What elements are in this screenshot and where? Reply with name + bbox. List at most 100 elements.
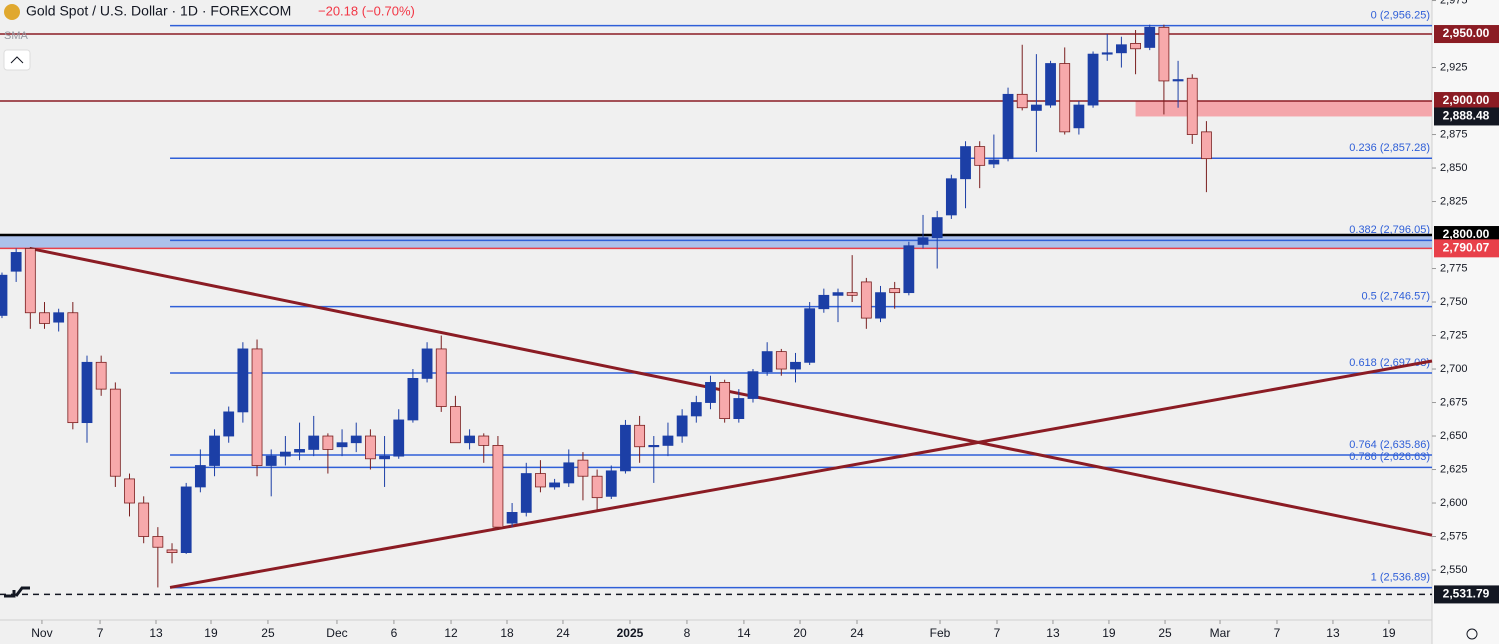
candle-body <box>39 312 50 324</box>
candle-body <box>308 435 320 450</box>
x-tick-label: 6 <box>391 626 398 640</box>
candle-body <box>407 378 419 421</box>
candle-body <box>662 435 674 446</box>
support-zone <box>0 235 1432 249</box>
candle-body <box>549 482 561 488</box>
x-tick-label: 18 <box>500 626 514 640</box>
candle-body <box>194 465 206 488</box>
price-tag-label: 2,531.79 <box>1443 587 1490 601</box>
candle-body <box>563 462 575 484</box>
candle-body <box>634 424 646 448</box>
candle-body <box>832 292 844 296</box>
candle-body <box>1059 63 1071 133</box>
candle-body <box>350 435 362 444</box>
candle-body <box>322 435 334 450</box>
y-tick-label: 2,550 <box>1440 564 1468 576</box>
chart-title: Gold Spot / U.S. Dollar · 1D · FOREXCOM <box>26 3 291 19</box>
y-tick-label: 2,825 <box>1440 195 1468 207</box>
candle-body <box>761 351 773 373</box>
x-tick-label: 12 <box>444 626 458 640</box>
candle-body <box>605 470 617 497</box>
symbol-icon <box>4 4 20 20</box>
candle-body <box>166 549 178 553</box>
collapse-button[interactable] <box>3 49 31 71</box>
candle-body <box>294 449 305 453</box>
x-tick-label: 7 <box>97 626 104 640</box>
fib-label: 0.764 (2,635.86) <box>1349 439 1430 451</box>
price-tag-label: 2,800.00 <box>1443 227 1490 241</box>
candle-body <box>648 445 660 448</box>
x-tick-label: 19 <box>1102 626 1116 640</box>
fib-label: 1 (2,536.89) <box>1371 571 1430 583</box>
candle-body <box>875 292 886 319</box>
candle-body <box>421 348 433 379</box>
candle-body <box>690 402 702 417</box>
x-tick-label: 20 <box>793 626 807 640</box>
candle-body <box>1016 93 1028 109</box>
y-tick-label: 2,750 <box>1440 296 1468 308</box>
logo <box>4 586 30 598</box>
candle-body <box>520 473 532 513</box>
candle-body <box>676 415 688 437</box>
y-tick-label: 2,975 <box>1440 0 1468 6</box>
price-tag-label: 2,900.00 <box>1443 93 1490 107</box>
y-tick-label: 2,850 <box>1440 162 1468 174</box>
candle-body <box>492 445 504 528</box>
candle-body <box>464 435 475 444</box>
x-tick-label: 24 <box>850 626 864 640</box>
trendline <box>169 359 1433 589</box>
fib-label: 0.382 (2,796.05) <box>1349 224 1430 236</box>
y-tick-label: 2,775 <box>1440 262 1468 274</box>
settings-icon[interactable] <box>1466 628 1478 640</box>
fib-label: 0.786 (2,626.63) <box>1349 451 1430 463</box>
candle-body <box>393 419 405 457</box>
candle-body <box>450 406 461 444</box>
x-tick-label: 25 <box>1158 626 1172 640</box>
candle-body <box>1030 104 1042 111</box>
x-tick-label: 19 <box>1382 626 1396 640</box>
indicator-label[interactable]: SMA <box>4 30 29 42</box>
candle-body <box>974 146 986 166</box>
candle-body <box>790 361 801 370</box>
candle-body <box>379 455 390 460</box>
candle-body <box>237 348 249 413</box>
candle-body <box>180 486 192 553</box>
candle-body <box>0 274 8 316</box>
x-tick-label: Feb <box>930 626 951 640</box>
price-tag-label: 2,950.00 <box>1443 26 1490 40</box>
candle-body <box>10 252 22 272</box>
y-tick-label: 2,600 <box>1440 497 1468 509</box>
x-tick-label: 13 <box>1046 626 1060 640</box>
candle-body <box>53 312 65 323</box>
candle-body <box>478 435 490 446</box>
trendline <box>29 246 1433 537</box>
price-tag <box>1434 585 1499 604</box>
candle-body <box>1073 104 1085 129</box>
price-tag <box>1434 107 1499 126</box>
candle-body <box>775 351 787 370</box>
x-tick-label: 13 <box>149 626 163 640</box>
candle-body <box>960 146 971 180</box>
candle-body <box>747 371 759 399</box>
candle-body <box>903 245 915 294</box>
price-tag <box>1434 239 1499 258</box>
fib-label: 0.236 (2,857.28) <box>1349 142 1430 154</box>
candle-body <box>818 294 830 310</box>
candle-body <box>577 459 589 477</box>
candle-body <box>804 308 816 363</box>
candle-body <box>1172 79 1184 82</box>
y-tick-label: 2,575 <box>1440 530 1468 542</box>
resistance-zone <box>1135 101 1432 117</box>
y-tick-label: 2,675 <box>1440 396 1468 408</box>
y-tick-label: 2,925 <box>1440 61 1468 73</box>
price-change: −20.18 (−0.70%) <box>318 3 415 18</box>
candle-body <box>152 536 164 548</box>
x-tick-label: 2025 <box>617 626 644 640</box>
candle-body <box>860 281 872 319</box>
candle-body <box>988 159 1000 165</box>
fib-label: 0.5 (2,746.57) <box>1362 291 1431 303</box>
candle-body <box>1130 43 1141 50</box>
candle-body <box>279 451 291 457</box>
